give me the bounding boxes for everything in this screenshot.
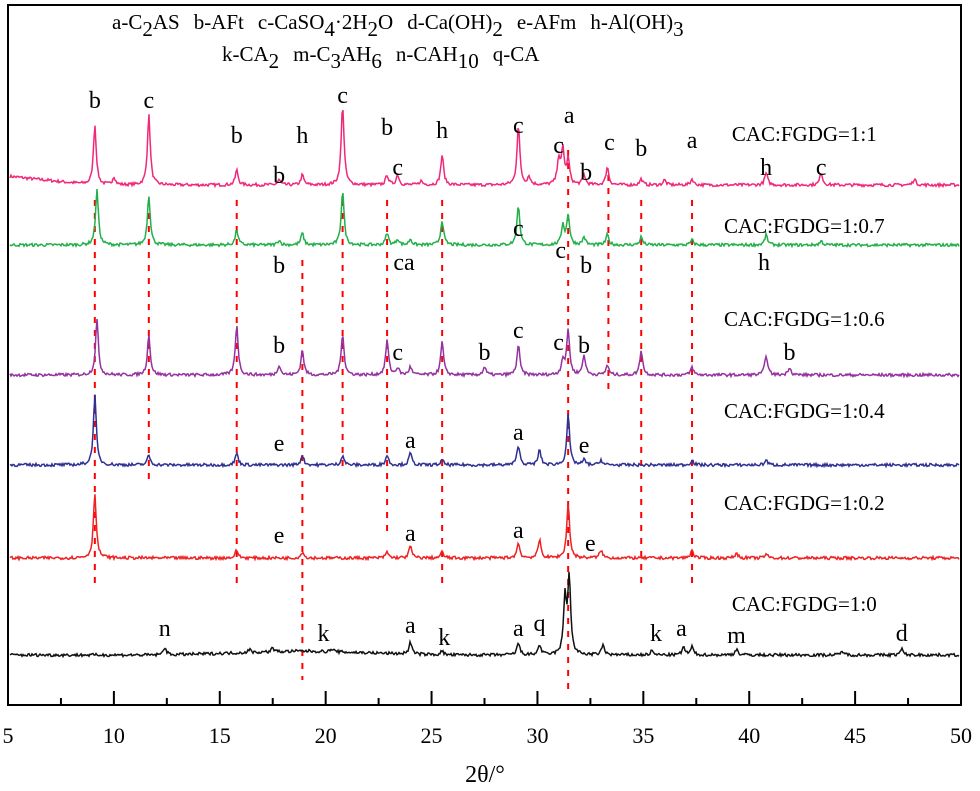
series-label: CAC:FGDG=1:0.2: [724, 491, 885, 515]
legend-entry: n-CAH10: [395, 42, 479, 73]
peak-annotation: b: [578, 333, 590, 359]
legend-entry: h-Al(OH)3: [590, 10, 684, 41]
legend-row: k-CA2 m-C3AH6 n-CAH10 q-CA: [222, 42, 553, 73]
peak-annotation: h: [296, 123, 308, 149]
legend-entry: k-CA2: [222, 42, 280, 73]
peak-annotation: c: [513, 318, 524, 344]
peak-annotation: b: [783, 340, 795, 366]
peak-annotation: b: [273, 253, 285, 279]
peak-annotation: a: [405, 428, 416, 454]
peak-annotation: e: [585, 531, 596, 557]
peak-annotation: d: [896, 621, 908, 647]
peak-annotation: b: [479, 340, 491, 366]
x-tick-label: 50: [950, 723, 972, 748]
x-tick-label: 40: [738, 723, 760, 748]
x-tick-label: 45: [844, 723, 866, 748]
series-label: CAC:FGDG=1:0.6: [724, 307, 885, 331]
peak-annotation: h: [436, 118, 448, 144]
series-label: CAC:FGDG=1:1: [732, 122, 877, 146]
peak-annotation: a: [405, 613, 416, 639]
legend-row: a-C2AS b-AFt c-CaSO4·2H2O d-Ca(OH)2 e-AFm h-A…: [112, 10, 698, 41]
peak-annotation: b: [273, 163, 285, 189]
x-axis-label: 2θ/°: [465, 762, 505, 788]
peak-annotation: h: [760, 155, 772, 181]
peak-annotation: c: [513, 216, 524, 242]
legend-entry: d-Ca(OH)2: [407, 10, 503, 41]
peak-annotation: b: [381, 115, 393, 141]
peak-annotation: h: [758, 250, 770, 276]
series-label: CAC:FGDG=1:0: [732, 592, 877, 616]
legend-entry: c-CaSO4·2H2O: [257, 10, 394, 41]
peak-annotation: c: [553, 133, 564, 159]
peak-annotation: c: [144, 88, 155, 114]
peak-annotation: k: [650, 621, 662, 647]
x-tick-label: 15: [209, 723, 231, 748]
peak-annotation: c: [604, 130, 615, 156]
x-tick-label: 25: [421, 723, 443, 748]
legend-entry: b-AFt: [193, 10, 244, 34]
peak-annotation: e: [579, 433, 590, 459]
peak-annotation: b: [231, 123, 243, 149]
xrd-trace: [9, 319, 960, 379]
xrd-trace: [9, 571, 960, 659]
peak-annotation: b: [635, 136, 647, 162]
x-tick-label: 20: [315, 723, 337, 748]
peak-annotation: n: [159, 616, 171, 642]
xrd-trace: [9, 109, 960, 189]
peak-annotation: c: [816, 155, 827, 181]
peak-annotation: q: [534, 611, 546, 637]
peak-annotation: m: [727, 623, 746, 649]
peak-annotation: a: [405, 521, 416, 547]
series-label: CAC:FGDG=1:0.4: [724, 399, 885, 423]
peak-annotation: c: [392, 155, 403, 181]
x-tick-label: 5: [3, 723, 14, 748]
peak-annotation: b: [89, 88, 101, 114]
peak-annotation: k: [318, 621, 330, 647]
peak-annotation: e: [274, 523, 285, 549]
peak-annotation: k: [438, 625, 450, 651]
peak-annotation: b: [273, 333, 285, 359]
legend-entry: q-CA: [492, 42, 540, 66]
xrd-trace: [9, 188, 960, 249]
x-tick-label: 30: [526, 723, 548, 748]
peak-annotation: a: [687, 128, 698, 154]
peak-annotation: c: [392, 340, 403, 366]
legend-entry: m-C3AH6: [293, 42, 382, 73]
peak-annotation: c: [555, 238, 566, 264]
peak-annotation: a: [513, 518, 524, 544]
x-tick-label: 10: [103, 723, 125, 748]
x-tick-label: 35: [632, 723, 654, 748]
peak-annotation: a: [513, 616, 524, 642]
xrd-trace: [9, 494, 960, 562]
peak-annotation: a: [564, 103, 575, 129]
legend-entry: e-AFm: [516, 10, 577, 34]
peak-annotation: b: [580, 160, 592, 186]
xrd-trace: [9, 394, 960, 469]
peak-annotation: c: [337, 83, 348, 109]
series-label: CAC:FGDG=1:0.7: [724, 214, 885, 238]
peak-annotation: c: [553, 330, 564, 356]
peak-annotation: b: [580, 253, 592, 279]
peak-annotation: ca: [393, 250, 415, 276]
peak-annotation: e: [274, 431, 285, 457]
legend-entry: a-C2AS: [112, 10, 180, 41]
peak-annotation: a: [676, 616, 687, 642]
peak-annotation: a: [513, 420, 524, 446]
peak-annotation: c: [513, 113, 524, 139]
